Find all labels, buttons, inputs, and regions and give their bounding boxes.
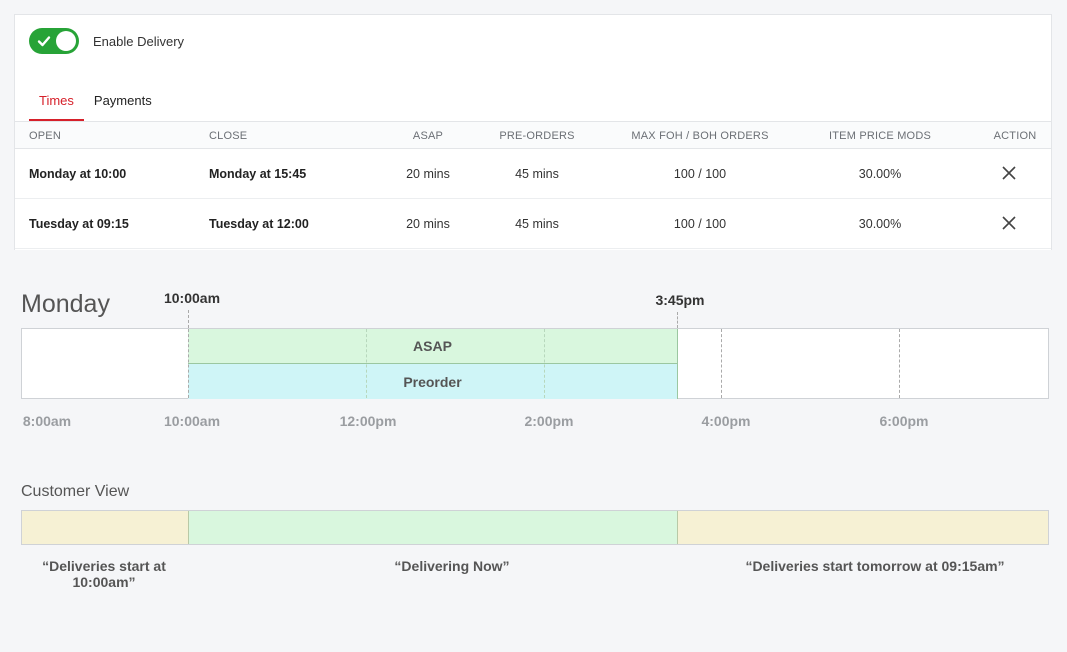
max-orders: 100 / 100 <box>673 217 727 231</box>
header-close: CLOSE <box>209 130 248 142</box>
asap-time: 20 mins <box>406 217 450 231</box>
after-close-label: “Deliveries start tomorrow at 09:15am” <box>745 558 1005 574</box>
after-close-segment <box>678 511 1048 544</box>
header-max-orders: MAX FOH / BOH ORDERS <box>631 130 769 142</box>
end-marker-label: 3:45pm <box>655 292 705 308</box>
preorder-band: Preorder <box>188 364 678 399</box>
tab-times[interactable]: Times <box>29 85 84 121</box>
before-open-segment <box>22 511 188 544</box>
preorder-time: 45 mins <box>515 217 559 231</box>
header-action: ACTION <box>993 130 1037 142</box>
close-icon[interactable] <box>1001 215 1017 231</box>
start-marker-line <box>188 310 189 328</box>
open-time: Tuesday at 09:15 <box>29 217 129 231</box>
customer-view-bar <box>21 510 1049 545</box>
start-marker-label: 10:00am <box>163 290 221 306</box>
header-price-mods: ITEM PRICE MODS <box>828 130 932 142</box>
toggle-knob <box>56 31 76 51</box>
tick-label: 6:00pm <box>879 413 929 429</box>
asap-time: 20 mins <box>406 167 450 181</box>
table-row: Monday at 10:00 Monday at 15:45 20 mins … <box>15 149 1051 199</box>
close-time: Monday at 15:45 <box>209 167 307 181</box>
table-row: Tuesday at 09:15 Tuesday at 12:00 20 min… <box>15 199 1051 249</box>
delivering-now-segment <box>188 511 678 544</box>
enable-delivery-toggle[interactable] <box>29 28 79 54</box>
tab-payments[interactable]: Payments <box>93 93 152 108</box>
end-marker-line <box>677 312 678 328</box>
close-time: Tuesday at 12:00 <box>209 217 309 231</box>
header-open: OPEN <box>29 130 61 142</box>
delivery-settings-card: Enable Delivery Times Payments OPEN CLOS… <box>14 14 1052 250</box>
gridline <box>721 329 722 398</box>
tick-label: 4:00pm <box>701 413 751 429</box>
customer-view-title: Customer View <box>21 483 130 500</box>
before-open-label: “Deliveries start at 10:00am” <box>42 558 166 590</box>
tick-label: 8:00am <box>22 413 72 429</box>
table-header: OPEN CLOSE ASAP PRE-ORDERS MAX FOH / BOH… <box>15 121 1051 149</box>
timeline-day-title: Monday <box>21 290 110 318</box>
enable-delivery-label: Enable Delivery <box>93 34 185 49</box>
delivering-now-label: “Delivering Now” <box>394 558 510 574</box>
tab-bar: Times Payments <box>29 85 162 121</box>
close-icon[interactable] <box>1001 165 1017 181</box>
open-time: Monday at 10:00 <box>29 167 127 181</box>
before-open-label-line2: 10:00am” <box>72 574 136 590</box>
gridline <box>366 329 367 398</box>
preorder-time: 45 mins <box>515 167 559 181</box>
tick-label: 2:00pm <box>524 413 574 429</box>
asap-band: ASAP <box>188 329 678 364</box>
price-mods: 30.00% <box>858 167 902 181</box>
tick-label: 10:00am <box>163 413 221 429</box>
gridline <box>188 329 189 398</box>
price-mods: 30.00% <box>858 217 902 231</box>
check-icon <box>37 36 51 47</box>
max-orders: 100 / 100 <box>673 167 727 181</box>
gridline <box>544 329 545 398</box>
day-timeline: ASAP Preorder <box>21 328 1049 399</box>
before-open-label-line1: “Deliveries start at <box>42 558 166 574</box>
header-preorders: PRE-ORDERS <box>499 130 575 142</box>
tick-label: 12:00pm <box>339 413 397 429</box>
header-asap: ASAP <box>412 130 444 142</box>
gridline <box>899 329 900 398</box>
